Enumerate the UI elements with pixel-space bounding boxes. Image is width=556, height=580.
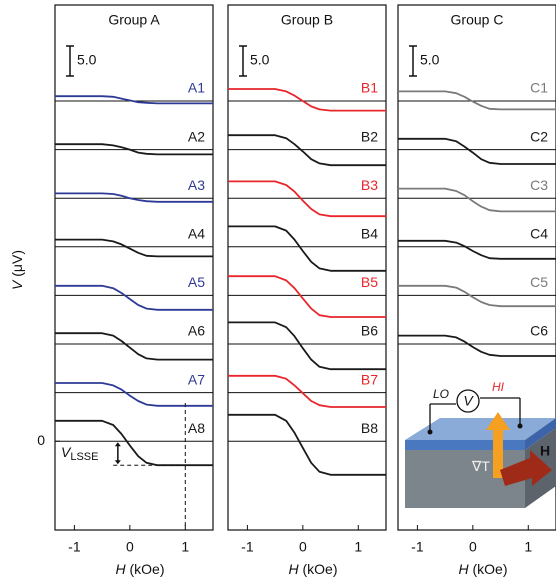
trace-label: A1	[188, 80, 205, 96]
trace-label: C4	[530, 226, 548, 242]
arrow-head	[115, 442, 121, 446]
x-tick-label: -1	[241, 539, 254, 555]
x-label-symbol: H	[288, 561, 299, 577]
trace-label: B5	[361, 274, 378, 290]
x-tick-label: 1	[181, 539, 189, 555]
y-label-unit: (μV)	[9, 250, 25, 277]
field-label: H	[540, 443, 550, 459]
arrow-head	[115, 460, 121, 464]
trace-label: A6	[188, 323, 205, 339]
trace-label: C6	[530, 323, 548, 339]
x-tick-label: 0	[299, 539, 307, 555]
inset-diagram: V LO HI ∇T H	[405, 380, 556, 508]
x-tick-label: -1	[68, 539, 81, 555]
x-axis-label: H (kOe)	[458, 561, 507, 577]
trace	[55, 96, 213, 103]
x-tick-label: 0	[469, 539, 477, 555]
hi-label: HI	[492, 380, 505, 394]
y-label-symbol: V	[9, 279, 25, 290]
trace-label: A4	[188, 226, 205, 242]
lo-label: LO	[433, 387, 449, 401]
x-tick-label: -1	[411, 539, 424, 555]
trace-label: A7	[188, 371, 205, 387]
x-axis-label: H (kOe)	[115, 561, 164, 577]
lsse-label: VLSSE	[61, 444, 98, 463]
trace-label: B6	[361, 323, 378, 339]
trace-label: B7	[361, 371, 378, 387]
x-label-symbol: H	[458, 561, 469, 577]
y-tick-label: 0	[37, 432, 45, 448]
trace-label: C2	[530, 128, 548, 144]
figure: V (μV) Group A 5.0 -1 0 1 H (kOe) 0 A1 A2 A3 A4 A5 A…	[0, 0, 556, 580]
gradient-text: ∇T	[471, 458, 490, 474]
trace-label: A2	[188, 128, 205, 144]
trace	[398, 241, 556, 259]
trace-label: B8	[361, 420, 378, 436]
trace-label: B2	[361, 128, 378, 144]
x-tick-label: 0	[126, 539, 134, 555]
scale-bar-label: 5.0	[77, 52, 97, 68]
panel-title: Group B	[281, 12, 333, 28]
x-tick-label: 1	[524, 539, 532, 555]
x-label-unit: (kOe)	[303, 561, 338, 577]
panel-title: Group A	[108, 12, 160, 28]
x-label-symbol: H	[115, 561, 126, 577]
trace-label: C3	[530, 177, 548, 193]
scale-bar-label: 5.0	[250, 52, 270, 68]
x-tick-label: 1	[354, 539, 362, 555]
panel-title: Group C	[451, 12, 504, 28]
x-label-unit: (kOe)	[130, 561, 165, 577]
x-label-unit: (kOe)	[473, 561, 508, 577]
trace-label: C1	[530, 80, 548, 96]
lsse-subscript: LSSE	[70, 451, 98, 463]
trace-label: A8	[188, 420, 205, 436]
x-axis-label: H (kOe)	[288, 561, 337, 577]
slab-front	[405, 440, 525, 450]
trace-label: B4	[361, 226, 378, 242]
trace	[55, 193, 213, 201]
contact	[428, 430, 433, 435]
y-axis-label: V (μV)	[9, 250, 25, 290]
contact	[518, 424, 523, 429]
trace-label: B3	[361, 177, 378, 193]
trace	[55, 240, 213, 257]
scale-bar-label: 5.0	[420, 52, 440, 68]
gradient-label: ∇T	[471, 458, 490, 474]
trace-label: B1	[361, 80, 378, 96]
trace-label: A5	[188, 274, 205, 290]
trace-label: C5	[530, 274, 548, 290]
trace-label: A3	[188, 177, 205, 193]
